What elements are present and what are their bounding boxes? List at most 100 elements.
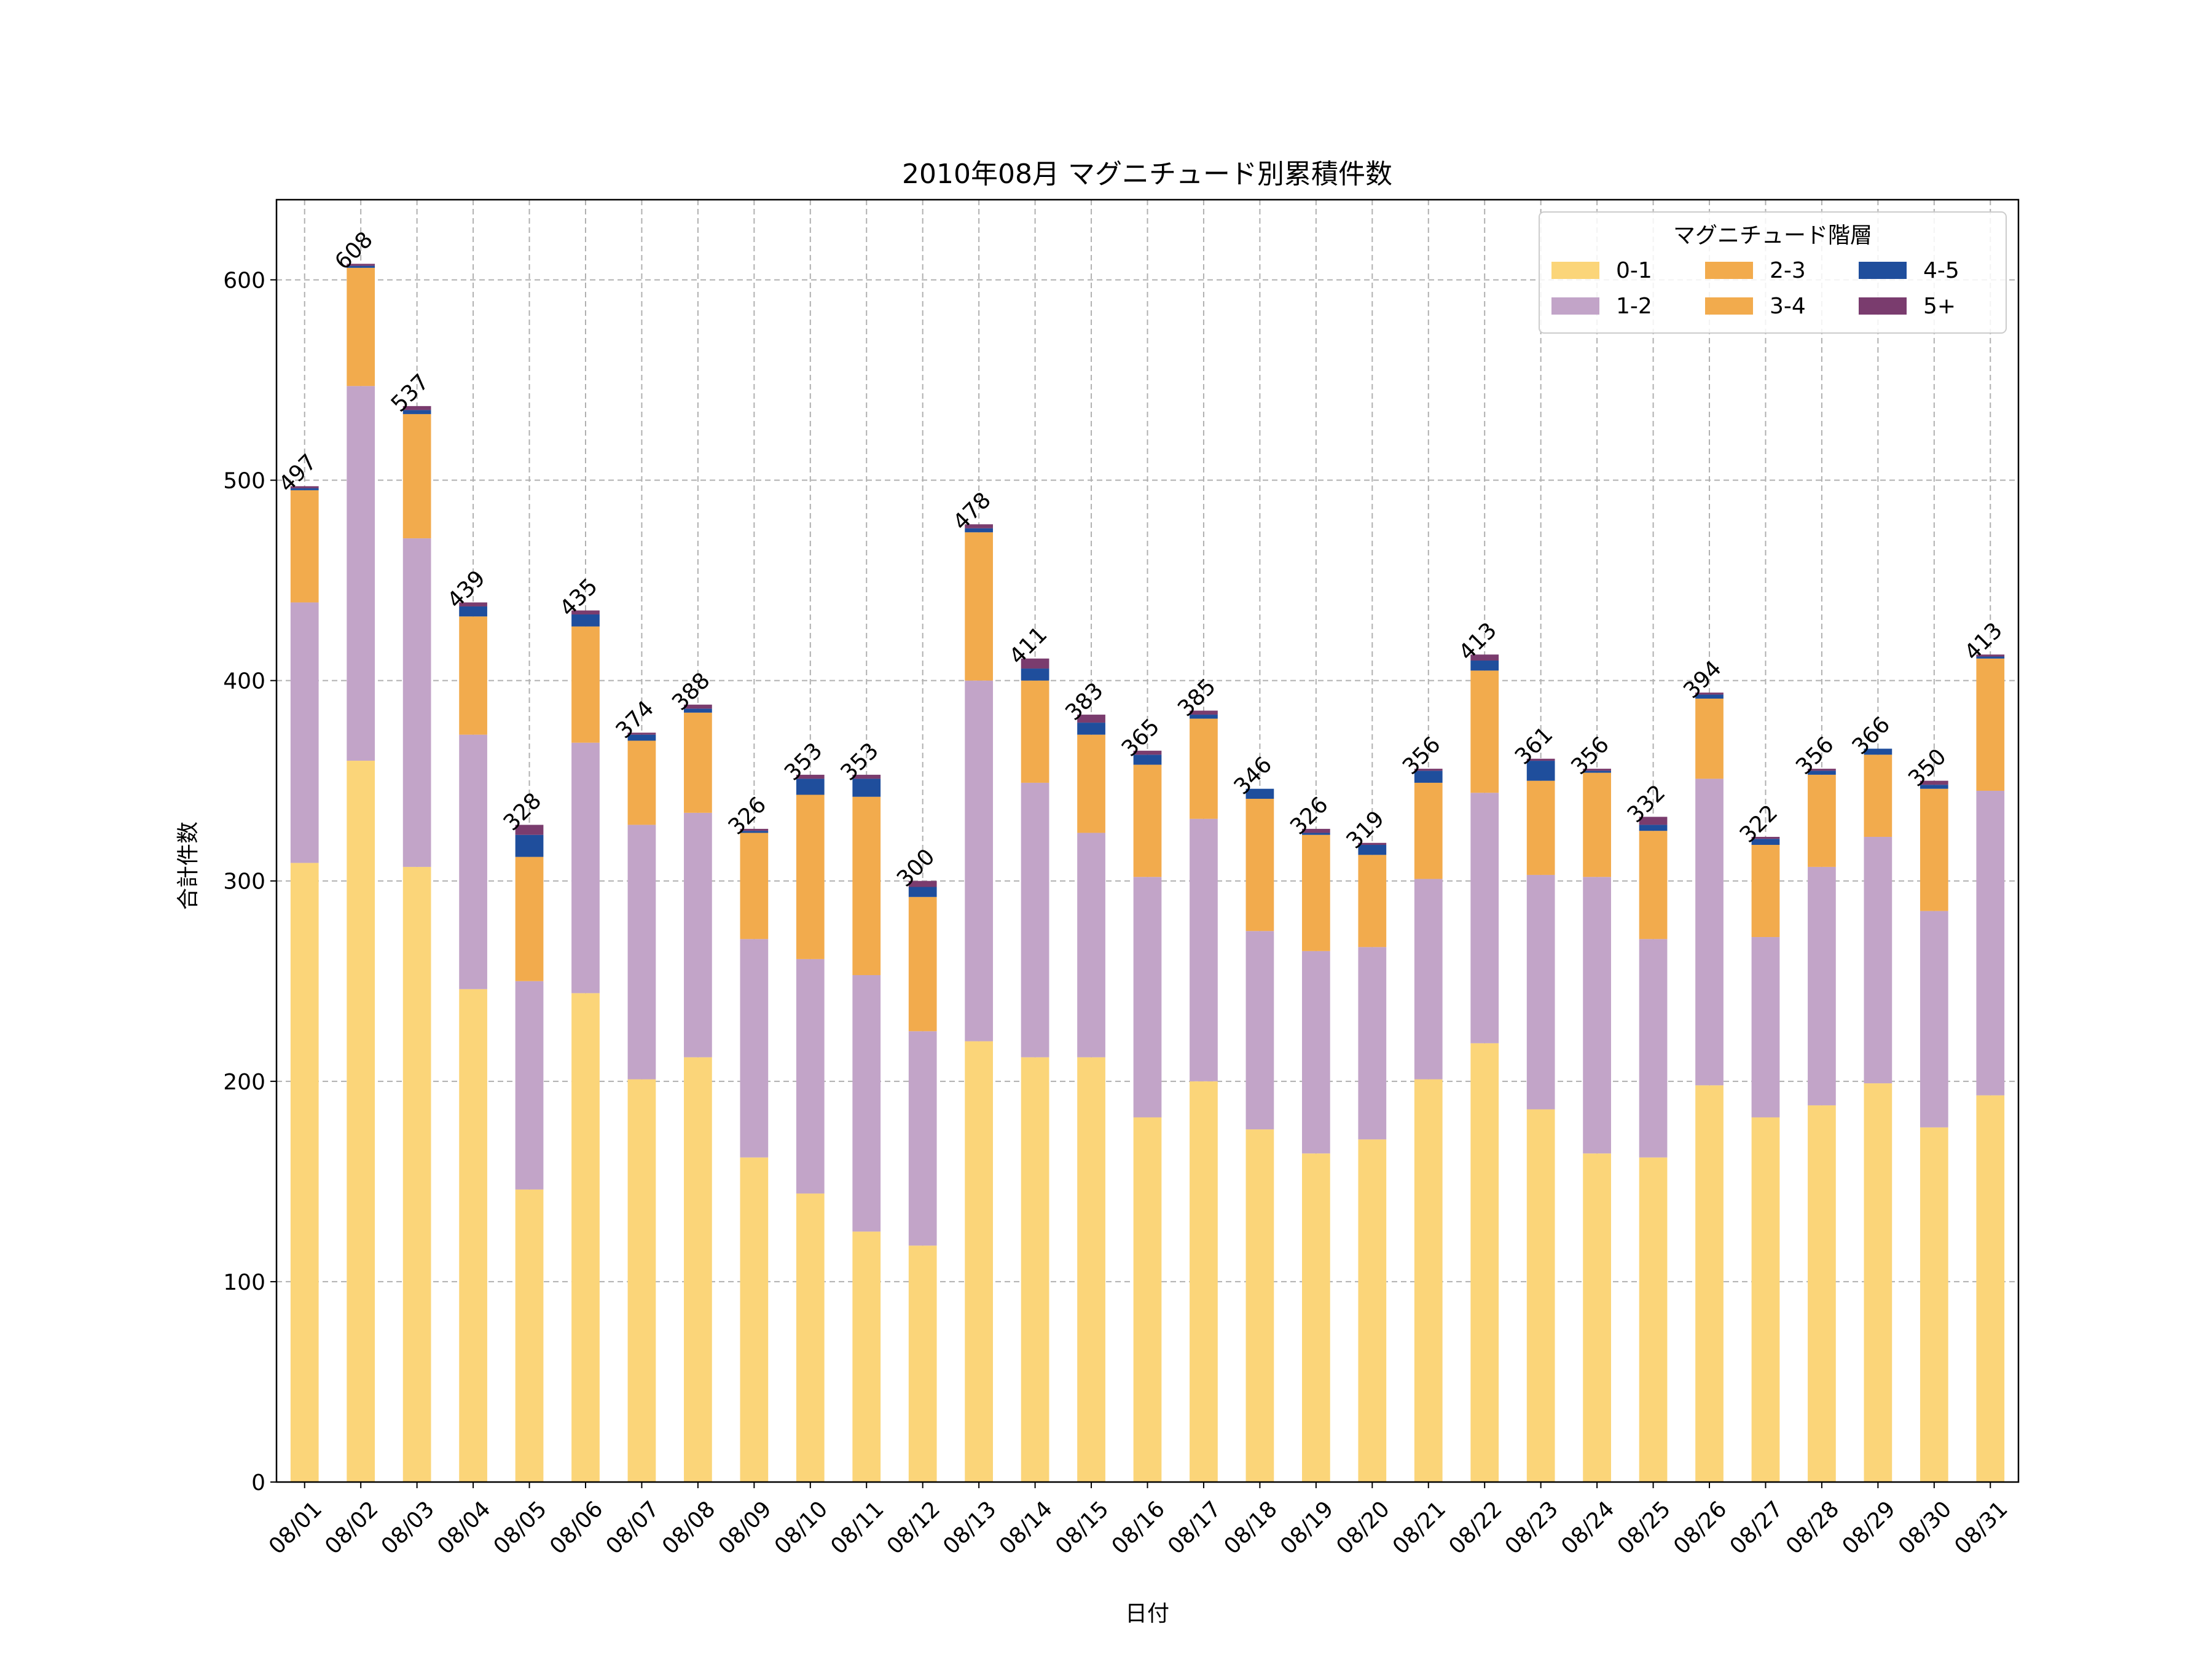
bar-segment-5+ <box>1301 828 1330 833</box>
bar-segment-2-3 <box>347 267 375 386</box>
bar-segment-0-1 <box>1808 1105 1836 1482</box>
bar-segment-5+ <box>1190 710 1218 715</box>
bar-segment-1-2 <box>347 386 375 761</box>
legend-items: 0-1 1-2 2-3 3-4 4-5 5+ <box>1551 258 1959 319</box>
bar-segment-0-1 <box>1358 1139 1387 1482</box>
bar-segment-2-3 <box>965 532 994 681</box>
y-tick-label: 400 <box>223 669 265 694</box>
bar-segment-5+ <box>1639 817 1668 825</box>
bar-segment-5+ <box>627 732 656 735</box>
bar-segment-5+ <box>740 828 769 831</box>
bar-segment-1-2 <box>1808 866 1836 1105</box>
bar-segment-4-5 <box>571 614 600 627</box>
bar-segment-4-5 <box>1976 656 2005 659</box>
bar-segment-0-1 <box>1190 1081 1218 1482</box>
bar-segment-5+ <box>402 406 431 410</box>
legend-swatch-0-1 <box>1551 262 1599 279</box>
bar-segment-0-1 <box>1695 1085 1724 1482</box>
bar-segment-2-3 <box>1358 855 1387 947</box>
bar-segment-4-5 <box>1245 788 1274 799</box>
bar-segment-0-1 <box>908 1245 937 1482</box>
bar-segment-0-1 <box>459 989 487 1482</box>
bar-segment-4-5 <box>1190 715 1218 719</box>
bar-segment-2-3 <box>1470 670 1499 793</box>
y-tick-label: 100 <box>223 1270 265 1295</box>
bar-segment-1-2 <box>684 812 712 1057</box>
bar-segment-2-3 <box>1808 774 1836 867</box>
bar-segment-0-1 <box>347 761 375 1482</box>
bar-segment-0-1 <box>1583 1153 1611 1482</box>
bar-segment-0-1 <box>1976 1095 2005 1482</box>
bar-segment-1-2 <box>402 538 431 867</box>
bar-segment-1-2 <box>515 981 544 1190</box>
bar-segment-1-2 <box>1639 939 1668 1158</box>
bar-segment-2-3 <box>1021 680 1049 783</box>
bar-segment-2-3 <box>852 796 881 975</box>
bar-segment-0-1 <box>1245 1129 1274 1482</box>
bar-segment-0-1 <box>290 863 319 1482</box>
bar-segment-1-2 <box>1526 874 1555 1110</box>
bar-segment-2-3 <box>1526 780 1555 875</box>
bar-segment-1-2 <box>965 680 994 1041</box>
bar-segment-4-5 <box>965 528 994 533</box>
bar-segment-2-3 <box>459 616 487 735</box>
bar-segment-2-3 <box>515 857 544 981</box>
bar-segment-2-3 <box>1695 698 1724 779</box>
bar-segment-0-1 <box>627 1079 656 1482</box>
bar-segment-5+ <box>347 264 375 266</box>
bar-segment-0-1 <box>965 1041 994 1482</box>
bar-segment-4-5 <box>1808 771 1836 775</box>
bar-segment-4-5 <box>515 834 544 857</box>
bar-segment-1-2 <box>1470 793 1499 1043</box>
bar-segment-2-3 <box>908 896 937 1032</box>
bar-segment-1-2 <box>852 975 881 1232</box>
bar-segment-1-2 <box>740 939 769 1158</box>
legend-label-5+: 5+ <box>1923 294 1956 319</box>
bar-segment-5+ <box>684 704 712 709</box>
bar-segment-2-3 <box>1077 734 1105 833</box>
bar-segment-1-2 <box>1976 790 2005 1096</box>
bar-segment-1-2 <box>571 742 600 994</box>
bar-segment-4-5 <box>684 708 712 713</box>
y-tick-label: 200 <box>223 1070 265 1095</box>
bar-segment-0-1 <box>1470 1043 1499 1482</box>
bar-segment-1-2 <box>1190 818 1218 1081</box>
bar-segment-0-1 <box>796 1193 825 1482</box>
bar-segment-0-1 <box>1077 1057 1105 1482</box>
bar-segment-4-5 <box>1358 845 1387 855</box>
bar-segment-4-5 <box>852 779 881 797</box>
bar-segment-0-1 <box>1021 1057 1049 1482</box>
bar-segment-1-2 <box>1358 947 1387 1140</box>
bar-segment-5+ <box>1695 692 1724 695</box>
bar-segment-0-1 <box>1920 1127 1948 1482</box>
bar-segment-5+ <box>1583 769 1611 771</box>
bar-segment-1-2 <box>459 734 487 989</box>
bar-segment-1-2 <box>1301 951 1330 1154</box>
bar-segment-1-2 <box>290 602 319 863</box>
bar-segment-5+ <box>1976 654 2005 657</box>
bar-segment-4-5 <box>740 831 769 833</box>
bar-segment-5+ <box>1077 715 1105 723</box>
bar-segment-0-1 <box>402 866 431 1482</box>
bar-segment-2-3 <box>1976 658 2005 791</box>
y-tick-label: 0 <box>251 1470 265 1496</box>
bar-segment-4-5 <box>1751 839 1780 845</box>
bar-segment-5+ <box>1133 750 1162 755</box>
bar-segment-5+ <box>1808 769 1836 771</box>
bar-segment-2-3 <box>1414 782 1443 879</box>
bar-segment-1-2 <box>627 825 656 1080</box>
bar-segment-1-2 <box>1864 836 1892 1084</box>
legend-swatch-1-2 <box>1551 297 1599 315</box>
bar-segment-0-1 <box>515 1189 544 1482</box>
bar-segment-4-5 <box>402 410 431 414</box>
bar-segment-4-5 <box>627 734 656 741</box>
bar-segment-5+ <box>1358 842 1387 845</box>
bar-segment-0-1 <box>1414 1079 1443 1482</box>
bar-segment-1-2 <box>1245 931 1274 1130</box>
bar-segment-4-5 <box>908 887 937 897</box>
bar-segment-2-3 <box>402 414 431 539</box>
bar-segment-2-3 <box>740 833 769 939</box>
bar-segment-1-2 <box>1077 833 1105 1057</box>
bar-segment-1-2 <box>1133 877 1162 1118</box>
